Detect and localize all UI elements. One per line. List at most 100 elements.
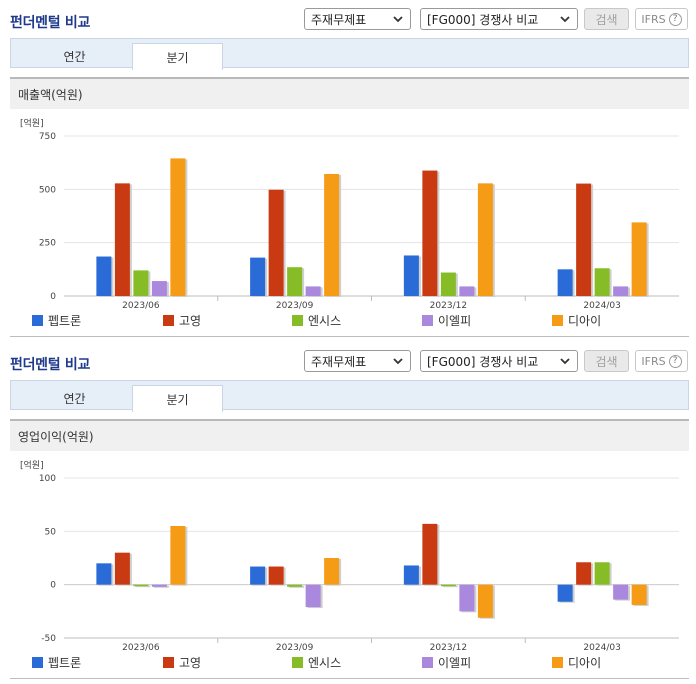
- statement-select[interactable]: 주재무제표: [304, 350, 411, 372]
- compare-select-value: [FG000] 경쟁사 비교: [427, 12, 539, 27]
- legend-label: 엔시스: [308, 656, 342, 670]
- bar: [151, 281, 167, 296]
- legend-swatch: [292, 315, 303, 326]
- legend-item[interactable]: 이엘피: [422, 654, 471, 671]
- legend-label: 디아이: [568, 656, 602, 670]
- bar: [96, 256, 112, 296]
- help-icon: ?: [668, 12, 682, 26]
- help-icon: ?: [668, 354, 682, 368]
- bar: [250, 257, 266, 296]
- bar: [422, 523, 438, 585]
- statement-select-value: 주재무제표: [311, 354, 367, 369]
- y-tick-label: 750: [39, 132, 56, 142]
- bar: [151, 584, 167, 587]
- bar: [133, 270, 149, 296]
- y-tick-label: 0: [50, 581, 56, 591]
- bar: [594, 268, 610, 296]
- bar: [557, 584, 573, 602]
- legend-label: 펩트론: [48, 656, 82, 670]
- legend-item[interactable]: 고영: [163, 312, 201, 329]
- metric-title: 매출액(억원): [18, 87, 83, 102]
- bar: [96, 563, 112, 585]
- legend-item[interactable]: 엔시스: [292, 312, 341, 329]
- x-tick-label: 2023/09: [276, 643, 314, 653]
- bar: [403, 565, 419, 585]
- legend-item[interactable]: 고영: [163, 654, 201, 671]
- bar: [170, 158, 186, 296]
- bar-shadow: [135, 585, 151, 588]
- chart-legend: 펩트론 고영 엔시스 이엘피 디아이: [0, 654, 696, 672]
- bar: [440, 584, 456, 587]
- bar: [422, 170, 438, 296]
- unit-label: [억원]: [20, 117, 44, 129]
- tab-annual[interactable]: 연간: [63, 49, 86, 64]
- bar: [268, 189, 284, 296]
- x-tick-label: 2023/09: [276, 301, 314, 311]
- bar: [440, 272, 456, 296]
- legend-item[interactable]: 디아이: [552, 312, 601, 329]
- period-tabs: 연간 분기: [10, 38, 689, 70]
- revenue-chart: [억원] 0 250 500 750 2023/06 2023/09 2023/12 2024/…: [20, 117, 679, 311]
- tab-quarter[interactable]: 분기: [132, 43, 223, 70]
- bar: [576, 183, 592, 296]
- bar: [170, 526, 186, 585]
- bar: [557, 269, 573, 296]
- y-tick-label: 500: [39, 185, 56, 195]
- legend-swatch: [163, 657, 174, 668]
- legend-swatch: [32, 315, 43, 326]
- ifrs-button[interactable]: IFRS ?: [635, 350, 688, 372]
- bar: [613, 286, 629, 296]
- bar: [268, 566, 284, 585]
- revenue-section: 펀더멘털 비교 주재무제표 [FG000] 경쟁사 비교 검색 IFRS ? 연…: [0, 8, 696, 337]
- y-tick-label: 50: [45, 527, 57, 537]
- metric-title: 영업이익(억원): [18, 429, 94, 444]
- bar: [133, 584, 149, 587]
- divider: [10, 336, 689, 337]
- statement-select-value: 주재무제표: [311, 12, 367, 27]
- x-tick-label: 2024/03: [583, 301, 620, 311]
- legend-label: 펩트론: [48, 314, 82, 328]
- legend-item[interactable]: 엔시스: [292, 654, 341, 671]
- bar: [287, 584, 303, 587]
- bar: [287, 267, 303, 296]
- compare-select[interactable]: [FG000] 경쟁사 비교: [420, 350, 578, 372]
- bar: [459, 584, 475, 612]
- legend-item[interactable]: 디아이: [552, 654, 601, 671]
- chart-legend: 펩트론 고영 엔시스 이엘피 디아이: [0, 312, 696, 330]
- legend-label: 이엘피: [438, 656, 472, 670]
- bar: [305, 286, 321, 296]
- tab-annual[interactable]: 연간: [63, 391, 86, 406]
- y-tick-label: 250: [39, 239, 56, 249]
- legend-swatch: [552, 657, 563, 668]
- ifrs-button[interactable]: IFRS ?: [635, 8, 688, 30]
- bar: [631, 584, 647, 605]
- y-tick-label: 0: [50, 292, 56, 302]
- legend-swatch: [422, 315, 433, 326]
- legend-swatch: [422, 657, 433, 668]
- chevron-down-icon: [393, 16, 403, 23]
- bar: [477, 584, 493, 618]
- legend-item[interactable]: 펩트론: [32, 312, 81, 329]
- statement-select[interactable]: 주재무제표: [304, 8, 411, 30]
- bar: [477, 183, 493, 296]
- legend-label: 디아이: [568, 314, 602, 328]
- metric-title-bar: 매출액(억원): [10, 79, 689, 109]
- legend-swatch: [163, 315, 174, 326]
- legend-label: 고영: [179, 314, 202, 328]
- search-button[interactable]: 검색: [584, 8, 629, 30]
- divider: [10, 77, 689, 79]
- bar: [613, 584, 629, 600]
- legend-item[interactable]: 펩트론: [32, 654, 81, 671]
- search-button[interactable]: 검색: [584, 350, 629, 372]
- bar: [576, 562, 592, 585]
- divider: [10, 678, 689, 679]
- x-tick-label: 2023/12: [430, 301, 467, 311]
- legend-item[interactable]: 이엘피: [422, 312, 471, 329]
- compare-select[interactable]: [FG000] 경쟁사 비교: [420, 8, 578, 30]
- chevron-down-icon: [560, 16, 570, 23]
- legend-swatch: [292, 657, 303, 668]
- bar: [114, 552, 130, 585]
- x-tick-label: 2023/06: [122, 301, 160, 311]
- divider: [10, 419, 689, 421]
- tab-quarter[interactable]: 분기: [132, 385, 223, 412]
